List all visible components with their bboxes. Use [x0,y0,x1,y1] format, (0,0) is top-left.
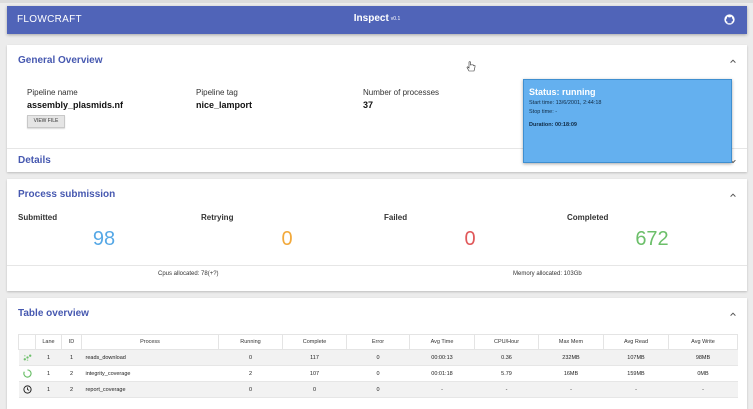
col-complete[interactable]: Complete [282,334,347,350]
cell-max-mem: 232MB [538,349,604,366]
status-duration: Duration: 00:18:09 [529,122,577,128]
cell-complete: 117 [282,349,347,366]
cell-cpu-hour: 0.36 [474,349,539,366]
spinner-icon [22,369,32,378]
cell-error: 0 [346,381,410,398]
col-running[interactable]: Running [218,334,283,350]
cell-avg-write: 98MB [668,349,738,366]
cell-complete: 0 [282,381,347,398]
status-title: Status: running [529,87,596,97]
cell-id: 2 [61,365,82,382]
col-avg-write[interactable]: Avg Write [668,334,738,350]
col-status [18,334,36,350]
status-start-time: Start time: 13/6/2001, 2:44:18 [529,100,602,106]
general-overview-title[interactable]: General Overview [18,55,103,66]
view-file-button[interactable]: VIEW FILE [27,115,65,128]
cell-lane: 1 [35,365,62,382]
num-processes: 37 [363,100,374,110]
cell-avg-time: 00:01:18 [409,365,475,382]
hand-cursor-icon [466,61,476,72]
window-top-strip [0,0,753,3]
cell-avg-time: 00:00:13 [409,349,475,366]
pipeline-tag: nice_lamport [196,100,253,110]
pipeline-name: assembly_plasmids.nf [27,100,124,110]
cell-running: 0 [218,381,283,398]
cell-running: 2 [218,365,283,382]
memory-allocated: Memory allocated: 103Gb [513,271,582,277]
cell-max-mem: 16MB [538,365,604,382]
retrying-label: Retrying [201,213,234,222]
submitted-count: 98 [92,228,116,250]
col-error[interactable]: Error [346,334,410,350]
cell-lane: 1 [35,381,62,398]
cell-process[interactable]: report_coverage [81,381,219,398]
cell-avg-write: 0MB [668,365,738,382]
table-header-row: Lane ID Process Running Complete Error A… [18,334,738,350]
cell-avg-read: - [603,381,669,398]
col-process[interactable]: Process [81,334,219,350]
cell-error: 0 [346,365,410,382]
failed-label: Failed [384,213,408,222]
cell-cpu-hour: - [474,381,539,398]
status-stop-time: Stop time: - [529,109,558,115]
cell-id: 2 [61,381,82,398]
num-processes-label: Number of processes [363,88,440,97]
col-max-mem[interactable]: Max Mem [538,334,604,350]
table-row[interactable]: 1 2 integrity_coverage 2 107 0 00:01:18 … [18,365,738,382]
table-overview-panel: Table overview Lane ID Process Running C… [7,298,747,409]
cpus-allocated: Cpus allocated: 78(+?) [158,271,219,277]
pipeline-name-label: Pipeline name [27,88,78,97]
panel-divider [7,265,747,266]
failed-count: 0 [464,228,476,250]
cell-complete: 107 [282,365,347,382]
process-submission-panel: Process submission Submitted 98 Retrying… [7,179,747,291]
col-id[interactable]: ID [61,334,82,350]
row-status-cell [18,365,36,382]
row-status-cell [18,381,36,398]
cell-process[interactable]: integrity_coverage [81,365,219,382]
table-row[interactable]: 1 2 report_coverage 0 0 0 - - - - - [18,381,738,398]
cell-id: 1 [61,349,82,366]
cell-error: 0 [346,349,410,366]
row-status-cell [18,349,36,366]
cell-max-mem: - [538,381,604,398]
cell-avg-read: 159MB [603,365,669,382]
status-card: Status: running Start time: 13/6/2001, 2… [523,79,732,163]
completed-count: 672 [635,228,669,250]
clock-icon [22,385,32,394]
col-cpu-hour[interactable]: CPU/Hour [474,334,539,350]
pipeline-tag-label: Pipeline tag [196,88,238,97]
retrying-count: 0 [281,228,293,250]
cell-avg-read: 107MB [603,349,669,366]
cell-avg-time: - [409,381,475,398]
cell-process[interactable]: reads_download [81,349,219,366]
process-table: Lane ID Process Running Complete Error A… [18,334,738,398]
col-lane[interactable]: Lane [35,334,62,350]
col-avg-time[interactable]: Avg Time [409,334,475,350]
app-bar: FLOWCRAFT Inspect v0.1 [7,6,747,34]
cell-cpu-hour: 5.79 [474,365,539,382]
panel-divider [7,148,747,149]
submitted-label: Submitted [18,213,58,222]
brand-logo[interactable]: FLOWCRAFT [17,14,82,25]
chevron-up-icon[interactable] [729,191,737,199]
cell-running: 0 [218,349,283,366]
col-avg-read[interactable]: Avg Read [603,334,669,350]
completed-label: Completed [567,213,609,222]
table-overview-title[interactable]: Table overview [18,308,89,319]
github-icon[interactable] [724,14,735,25]
app-title: Inspect v0.1 [7,13,747,24]
cell-avg-write: - [668,381,738,398]
app-version: v0.1 [390,16,401,22]
running-dots-icon [23,354,31,362]
chevron-up-icon[interactable] [729,57,737,65]
table-row[interactable]: 1 1 reads_download 0 117 0 00:00:13 0.36… [18,349,738,366]
app-title-text: Inspect [353,13,389,24]
chevron-up-icon[interactable] [729,310,737,318]
details-toggle[interactable]: Details [18,155,51,166]
cell-lane: 1 [35,349,62,366]
process-submission-title[interactable]: Process submission [18,189,116,200]
